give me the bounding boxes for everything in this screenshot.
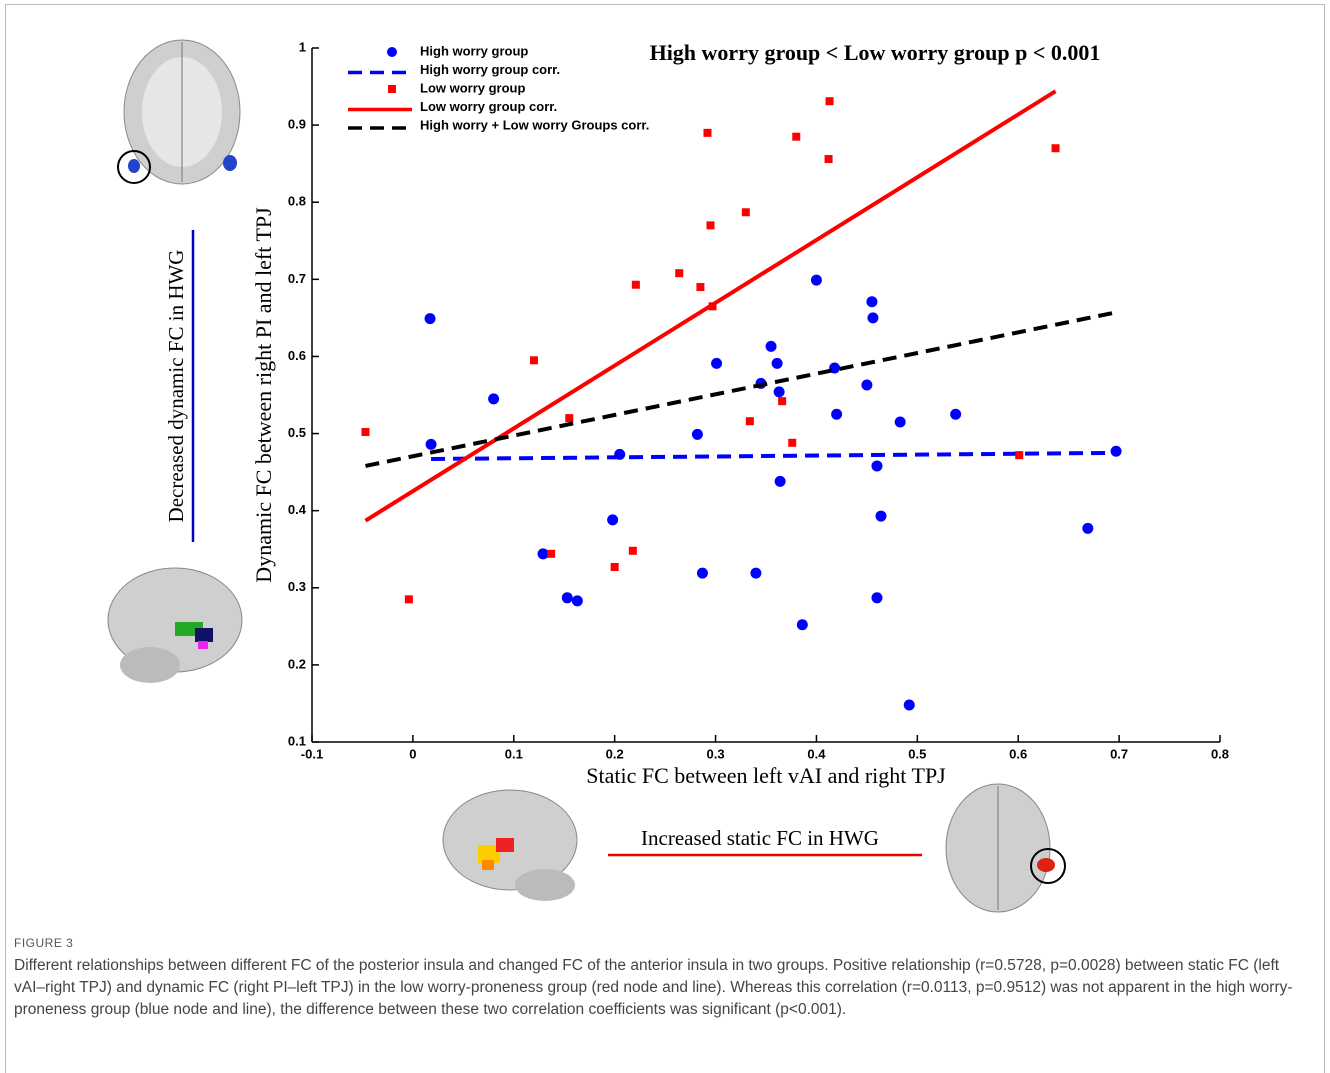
point [562, 592, 573, 603]
point [871, 592, 882, 603]
point [697, 568, 708, 579]
y-tick-label: 0.3 [288, 579, 306, 594]
x-tick-label: 0.8 [1211, 746, 1229, 761]
point [876, 511, 887, 522]
legend-label: Low worry group [420, 80, 526, 95]
point [772, 358, 783, 369]
point [766, 341, 777, 352]
point [607, 514, 618, 525]
point [488, 393, 499, 404]
point [538, 548, 549, 559]
point [826, 97, 834, 105]
y-tick-label: 0.7 [288, 271, 306, 286]
point [895, 416, 906, 427]
x-axis-label: Static FC between left vAI and right TPJ [586, 763, 946, 788]
x-tick-label: 0.6 [1009, 746, 1027, 761]
point [632, 281, 640, 289]
point [774, 386, 785, 397]
fit-line [365, 91, 1055, 521]
x-tick-label: 0.5 [908, 746, 926, 761]
y-tick-label: 0.2 [288, 656, 306, 671]
chart-title: High worry group < Low worry group p < 0… [650, 40, 1101, 65]
point [871, 460, 882, 471]
point [530, 356, 538, 364]
point [692, 429, 703, 440]
chart: Decreased dynamic FC in HWG Increased st… [0, 0, 1330, 920]
point [675, 269, 683, 277]
point [750, 568, 761, 579]
point [565, 414, 573, 422]
caption: Different relationships between differen… [14, 955, 1309, 1021]
y-tick-label: 0.5 [288, 425, 306, 440]
brain-sagittal-bottom [443, 790, 577, 901]
legend-swatch [387, 47, 397, 57]
legend-label: High worry group [420, 43, 528, 58]
brain-axial-bottom [946, 784, 1065, 912]
legend-label: High worry + Low worry Groups corr. [420, 117, 649, 132]
legend-swatch [388, 85, 396, 93]
y-axis-label: Dynamic FC between right PI and left TPJ [251, 207, 276, 583]
x-tick-label: 0.7 [1110, 746, 1128, 761]
point [425, 313, 436, 324]
x-tick-label: 0.2 [606, 746, 624, 761]
point [797, 619, 808, 630]
point [1052, 144, 1060, 152]
y-tick-label: 0.4 [288, 502, 307, 517]
annotation: Decreased dynamic FC in HWG [164, 250, 188, 523]
annotation: Increased static FC in HWG [641, 826, 879, 850]
x-tick-label: 0.4 [807, 746, 826, 761]
point [825, 155, 833, 163]
brain-sagittal-left [108, 568, 242, 683]
point [426, 439, 437, 450]
point [742, 208, 750, 216]
y-tick-label: 1 [299, 39, 306, 54]
point [775, 476, 786, 487]
x-tick-label: 0.1 [505, 746, 523, 761]
point [746, 417, 754, 425]
point [778, 397, 786, 405]
x-tick-label: 0.3 [707, 746, 725, 761]
point [361, 428, 369, 436]
legend-label: High worry group corr. [420, 62, 560, 77]
x-tick-label: 0 [409, 746, 416, 761]
point [904, 699, 915, 710]
point [866, 296, 877, 307]
y-tick-label: 0.8 [288, 194, 306, 209]
page: Decreased dynamic FC in HWG Increased st… [0, 0, 1330, 1073]
point [572, 595, 583, 606]
point [950, 409, 961, 420]
figure-label: FIGURE 3 [14, 936, 73, 950]
brain-axial-top [118, 40, 240, 184]
point [611, 563, 619, 571]
point [861, 379, 872, 390]
point [1015, 451, 1023, 459]
point [707, 221, 715, 229]
point [629, 547, 637, 555]
point [792, 133, 800, 141]
point [1082, 523, 1093, 534]
point [867, 312, 878, 323]
point [831, 409, 842, 420]
y-tick-label: 0.9 [288, 117, 306, 132]
x-tick-label: -0.1 [301, 746, 323, 761]
fit-line [365, 312, 1119, 466]
point [811, 275, 822, 286]
legend-label: Low worry group corr. [420, 99, 557, 114]
point [547, 550, 555, 558]
y-tick-label: 0.6 [288, 348, 306, 363]
point [711, 358, 722, 369]
point [703, 129, 711, 137]
point [788, 439, 796, 447]
point [405, 595, 413, 603]
point [696, 283, 704, 291]
